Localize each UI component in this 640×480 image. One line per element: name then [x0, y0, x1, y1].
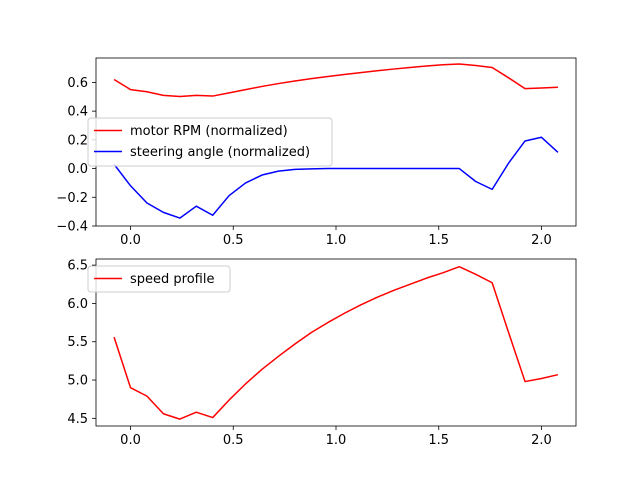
y-tick-label: 0.4	[67, 105, 88, 120]
legend-label: steering angle (normalized)	[130, 145, 310, 160]
bottom-panel: 0.0 0.5 1.0 1.5 2.0 4.5 5.0 5.5 6.0 6.5 speed prof…	[67, 258, 577, 448]
legend-box	[87, 117, 333, 167]
x-tick-label: 0.5	[223, 233, 244, 248]
y-tick-label: 0.2	[67, 133, 88, 148]
x-tick-label: 1.0	[326, 233, 347, 248]
x-tick-label: 0.5	[223, 433, 244, 448]
legend: motor RPM (normalized) steering angle (no…	[87, 117, 333, 167]
y-tick-label: 0.6	[67, 76, 88, 91]
series-line-motor-rpm-normalized	[113, 63, 558, 98]
top-panel: 0.0 0.5 1.0 1.5 2.0 −0.4 −0.2 0.0 0.2 0.4 0.6 motor…	[56, 57, 577, 248]
y-tick-label: 6.0	[67, 297, 88, 312]
y-tick-label: 6.5	[67, 259, 88, 274]
x-tick-label: 2.0	[531, 233, 552, 248]
y-tick-label: 5.0	[67, 374, 88, 389]
y-tick-label: 5.5	[67, 335, 88, 350]
x-tick-label: 1.5	[428, 433, 449, 448]
x-tick-label: 0.0	[120, 433, 141, 448]
y-tick-label: −0.4	[56, 220, 88, 235]
x-tick-label: 1.5	[428, 233, 449, 248]
x-tick-label: 0.0	[120, 233, 141, 248]
y-tick-label: −0.2	[56, 191, 88, 206]
x-tick-label: 1.0	[326, 433, 347, 448]
y-tick-label: 0.0	[67, 162, 88, 177]
legend: speed profile	[87, 265, 231, 293]
series-line-speed-profile	[113, 265, 559, 420]
y-tick-label: 4.5	[67, 412, 88, 427]
legend-box	[87, 265, 231, 293]
x-tick-label: 2.0	[531, 433, 552, 448]
legend-label: speed profile	[130, 272, 214, 287]
legend-label: motor RPM (normalized)	[130, 124, 288, 139]
series-line-steering-angle-normalized	[113, 136, 559, 219]
